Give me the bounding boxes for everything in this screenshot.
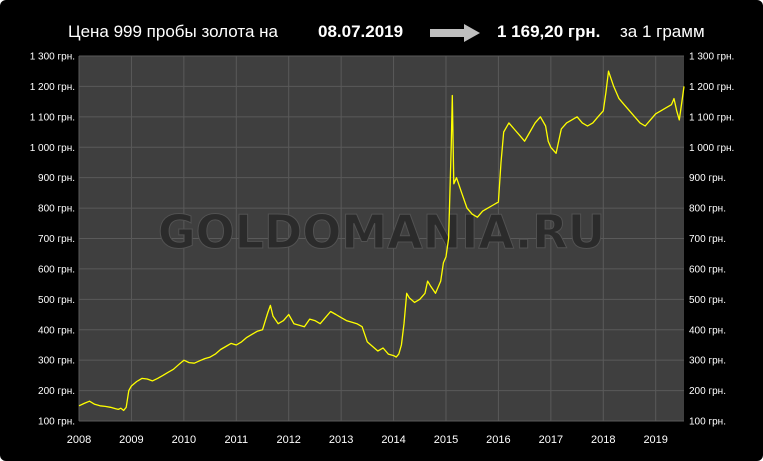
y-tick-right-5: 600 грн. <box>689 264 726 275</box>
y-tick-left-1: 200 грн. <box>38 386 75 397</box>
x-tick-11: 2019 <box>643 434 667 446</box>
y-tick-left-8: 900 грн. <box>38 173 75 184</box>
y-tick-left-0: 100 грн. <box>38 417 75 428</box>
y-tick-right-1: 200 грн. <box>689 386 726 397</box>
x-axis: 2008 2009 2010 2011 2012 2013 2014 2015 2016 2017… <box>67 434 668 446</box>
y-tick-right-6: 700 грн. <box>689 234 726 245</box>
y-tick-left-11: 1 200 грн. <box>30 82 75 93</box>
series-layer <box>78 70 685 412</box>
header-unit: за 1 грамм <box>620 22 705 41</box>
x-tick-9: 2017 <box>539 434 563 446</box>
arrow-right-icon <box>430 24 480 42</box>
x-tick-3: 2011 <box>224 434 248 446</box>
y-tick-left-9: 1 000 грн. <box>30 143 75 154</box>
y-tick-right-11: 1 200 грн. <box>689 82 734 93</box>
y-tick-left-7: 800 грн. <box>38 204 75 215</box>
grid-lines <box>78 55 684 422</box>
y-axis-left: 100 грн. 200 грн. 300 грн. 400 грн. 500 грн.… <box>30 52 75 428</box>
y-tick-left-6: 700 грн. <box>38 234 75 245</box>
chart-header: Цена 999 пробы золота на 08.07.2019 1 16… <box>0 10 763 54</box>
header-title: Цена 999 пробы золота на <box>68 22 278 41</box>
header-date: 08.07.2019 <box>318 22 404 41</box>
y-tick-left-2: 300 грн. <box>38 356 75 367</box>
y-tick-right-3: 400 грн. <box>689 325 726 336</box>
y-tick-left-3: 400 грн. <box>38 325 75 336</box>
x-tick-10: 2018 <box>591 434 615 446</box>
y-tick-left-12: 1 300 грн. <box>30 52 75 63</box>
series-line-0 <box>78 70 685 412</box>
y-tick-right-8: 900 грн. <box>689 173 726 184</box>
y-tick-right-10: 1 100 грн. <box>689 112 734 123</box>
y-tick-right-9: 1 000 грн. <box>689 143 734 154</box>
arrow-shape <box>430 24 480 42</box>
y-tick-left-10: 1 100 грн. <box>30 112 75 123</box>
y-axis-right: 100 грн. 200 грн. 300 грн. 400 грн. 500 грн.… <box>689 52 734 428</box>
y-tick-right-0: 100 грн. <box>689 417 726 428</box>
x-tick-2: 2010 <box>172 434 196 446</box>
x-tick-6: 2014 <box>381 434 405 446</box>
y-tick-left-5: 600 грн. <box>38 264 75 275</box>
y-tick-right-7: 800 грн. <box>689 204 726 215</box>
x-tick-8: 2016 <box>486 434 510 446</box>
watermark-text: GOLDOMANIA.RU <box>158 205 605 259</box>
y-tick-right-12: 1 300 грн. <box>689 52 734 63</box>
y-tick-right-2: 300 грн. <box>689 356 726 367</box>
y-tick-left-4: 500 грн. <box>38 295 75 306</box>
x-tick-4: 2012 <box>276 434 300 446</box>
x-tick-0: 2008 <box>67 434 91 446</box>
x-tick-5: 2013 <box>329 434 353 446</box>
x-tick-7: 2015 <box>434 434 458 446</box>
x-tick-1: 2009 <box>119 434 143 446</box>
y-tick-right-4: 500 грн. <box>689 295 726 306</box>
header-price: 1 169,20 грн. <box>497 22 601 41</box>
